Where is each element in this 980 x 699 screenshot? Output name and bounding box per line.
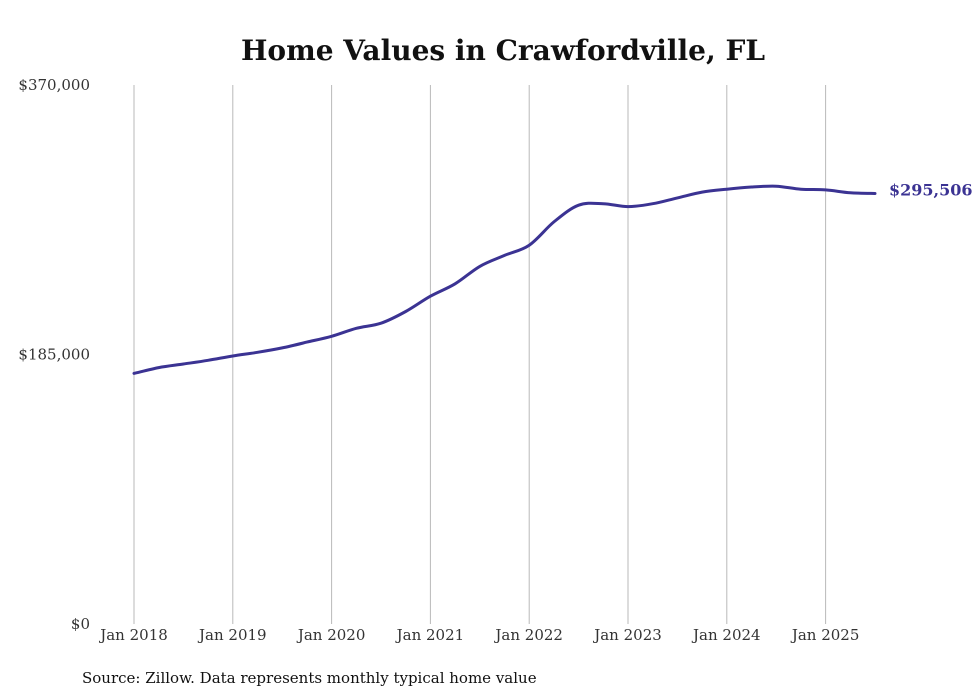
source-note: Source: Zillow. Data represents monthly … (82, 669, 537, 687)
x-tick-label: Jan 2020 (296, 626, 366, 644)
end-value-label: $295,506 (889, 181, 973, 200)
y-tick-label: $0 (71, 615, 90, 633)
x-tick-label: Jan 2019 (197, 626, 267, 644)
x-tick-label: Jan 2023 (592, 626, 662, 644)
x-axis-ticks: Jan 2018 Jan 2019 Jan 2020 Jan 2021 Jan 2022… (98, 626, 859, 644)
series-line (132, 184, 877, 375)
y-tick-label: $370,000 (18, 76, 90, 94)
x-tick-label: Jan 2021 (395, 626, 465, 644)
x-tick-label: Jan 2022 (493, 626, 563, 644)
x-tick-label: Jan 2018 (98, 626, 168, 644)
gridlines (133, 85, 827, 624)
chart-title: Home Values in Crawfordville, FL (241, 34, 765, 67)
y-tick-label: $185,000 (18, 346, 90, 364)
y-axis-ticks: $0 $185,000 $370,000 (18, 76, 90, 633)
x-tick-label: Jan 2024 (691, 626, 761, 644)
x-tick-label: Jan 2025 (790, 626, 860, 644)
